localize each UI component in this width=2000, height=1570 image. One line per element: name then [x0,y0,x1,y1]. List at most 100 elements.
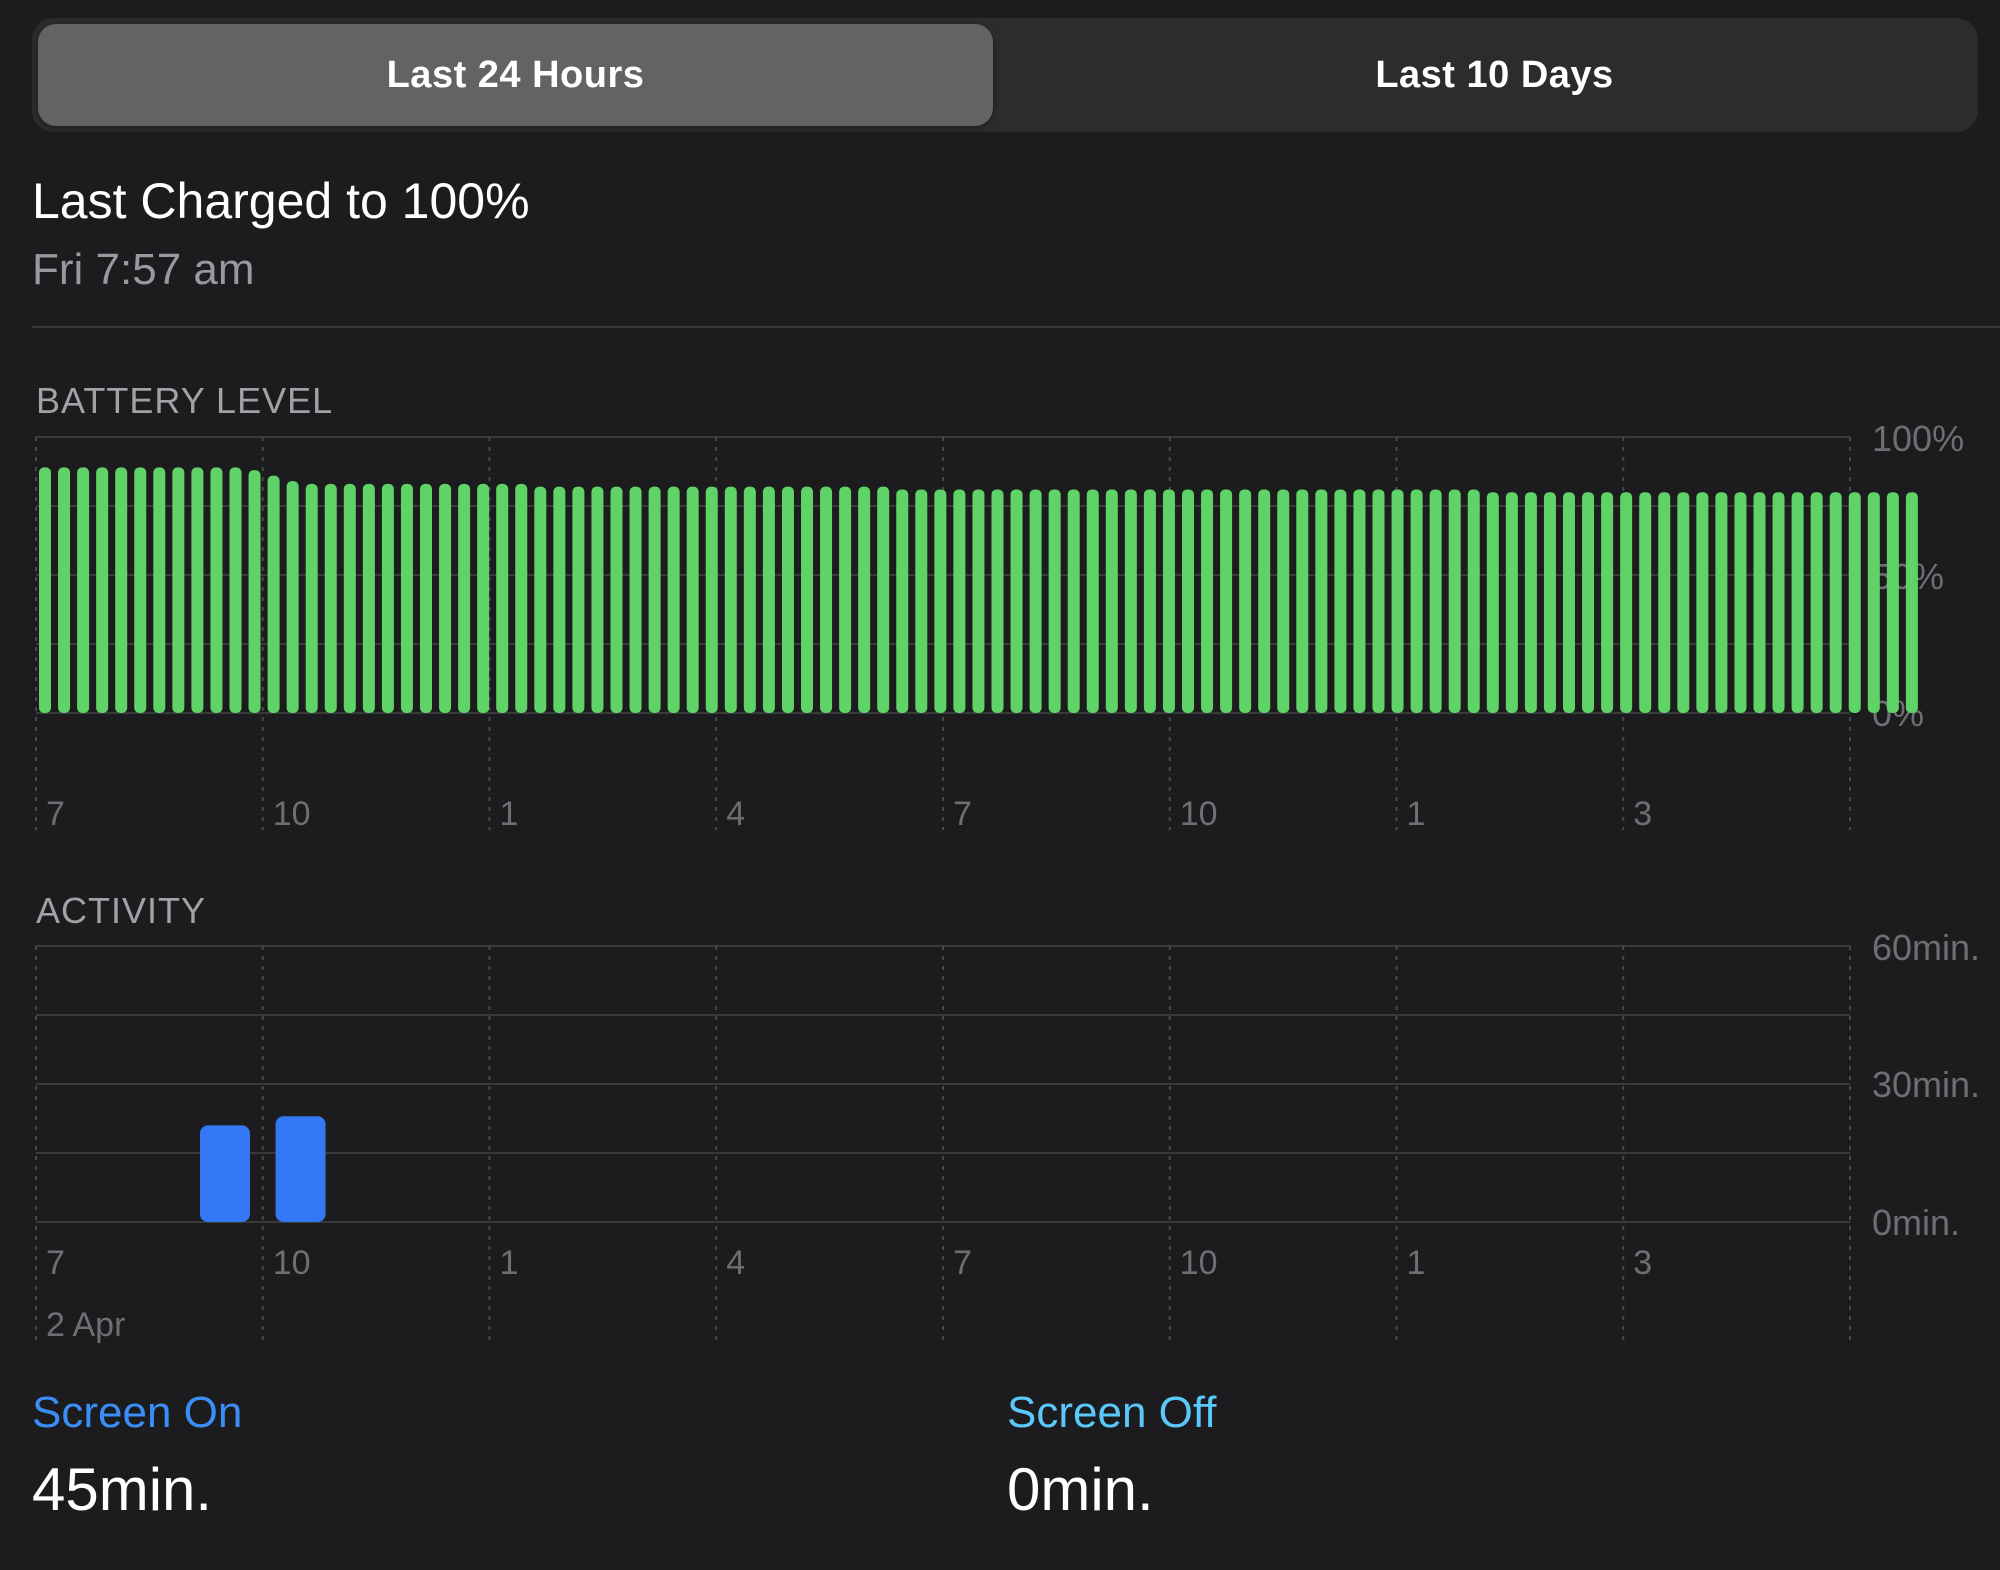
battery-bar [1010,489,1023,713]
battery-bar [1563,492,1575,713]
battery-bar [1334,489,1347,713]
activity-x-tick: 1 [1407,1244,1426,1282]
battery-bar [1639,492,1652,713]
battery-y-tick: 100% [1872,418,1964,459]
battery-bar [1410,489,1423,713]
battery-bar [1124,489,1137,713]
battery-bar [248,470,261,713]
last-charged-title: Last Charged to 100% [32,173,530,229]
battery-bar [343,483,356,713]
tab-last-10-days[interactable]: Last 10 Days [1375,53,1614,96]
battery-bar [724,486,737,713]
battery-bar [191,467,204,713]
screen-on-label: Screen On [32,1388,243,1437]
battery-bar [1810,492,1823,713]
battery-bar [1067,489,1080,713]
battery-bar [705,486,718,713]
battery-bar [762,486,775,713]
battery-level-label: BATTERY LEVEL [36,380,334,421]
battery-bar [1753,492,1766,713]
battery-bar [629,486,642,713]
battery-bar [496,483,509,713]
battery-bar [305,483,318,713]
battery-x-tick: 3 [1633,795,1652,833]
battery-bar [96,467,109,713]
battery-bar [1848,492,1861,713]
battery-x-tick: 10 [273,795,311,833]
battery-bar [1182,489,1194,713]
battery-bar [1391,489,1404,713]
battery-bar [972,489,985,713]
battery-bar [515,483,528,713]
battery-bar [1543,492,1556,713]
battery-bar [820,486,833,713]
battery-bar [1829,492,1842,713]
battery-bar [1258,489,1271,713]
battery-bar [1505,492,1518,713]
battery-bar [743,486,756,713]
activity-x-tick: 3 [1633,1244,1652,1282]
battery-bar [1867,492,1880,713]
battery-bar [1086,489,1099,713]
battery-bar [1448,489,1461,713]
battery-bar [362,483,375,713]
battery-bar [1162,489,1175,713]
battery-bar [1353,489,1366,713]
battery-x-tick: 4 [726,795,745,833]
battery-bar [1105,489,1118,713]
activity-y-tick: 60min. [1872,927,1980,968]
battery-bar [1658,492,1671,713]
battery-bar [1677,492,1690,713]
activity-x-tick: 7 [46,1244,65,1282]
battery-bar [781,486,794,713]
activity-x-tick: 4 [726,1244,745,1282]
battery-bar [877,486,890,713]
battery-bar [648,486,661,713]
battery-bar [324,483,337,713]
battery-bar [572,486,585,713]
battery-bar [1715,492,1728,713]
battery-bar [1582,492,1595,713]
battery-bar [896,489,909,713]
battery-bar [858,486,871,713]
battery-bar [115,467,128,713]
battery-bar [1620,492,1633,713]
divider [32,326,2000,328]
battery-bar [1467,489,1480,713]
battery-bar [591,486,604,713]
battery-bar [58,467,71,713]
battery-bar [801,486,813,713]
battery-bar [1486,492,1499,713]
screen-on-value: 45min. [32,1456,213,1523]
activity-label: ACTIVITY [36,890,207,931]
battery-bar [1372,489,1385,713]
battery-bar [915,489,928,713]
tab-last-24-hours[interactable]: Last 24 Hours [38,24,993,126]
battery-bar [477,483,490,713]
battery-bar [839,486,852,713]
battery-x-tick: 1 [500,795,519,833]
battery-bar [229,467,242,713]
battery-x-tick: 7 [953,795,972,833]
last-charged-time: Fri 7:57 am [32,245,255,294]
screen-off-label: Screen Off [1007,1388,1217,1437]
battery-bar [1143,489,1156,713]
activity-y-tick: 30min. [1872,1064,1980,1105]
activity-x-tick: 7 [953,1244,972,1282]
screen-off-value: 0min. [1007,1456,1154,1523]
battery-bar [420,483,432,713]
battery-bar [934,489,947,713]
battery-bar [1239,489,1252,713]
battery-bar [1201,489,1214,713]
battery-bar [1048,489,1061,713]
battery-bar [267,475,280,713]
battery-bar [1601,492,1614,713]
battery-bar [1296,489,1309,713]
battery-bar [1277,489,1290,713]
battery-bar [381,483,394,713]
battery-bar [1886,492,1899,713]
battery-bar [1524,492,1537,713]
time-range-control: Last 24 Hours Last 10 Days [32,18,1978,132]
battery-bar [39,467,51,713]
